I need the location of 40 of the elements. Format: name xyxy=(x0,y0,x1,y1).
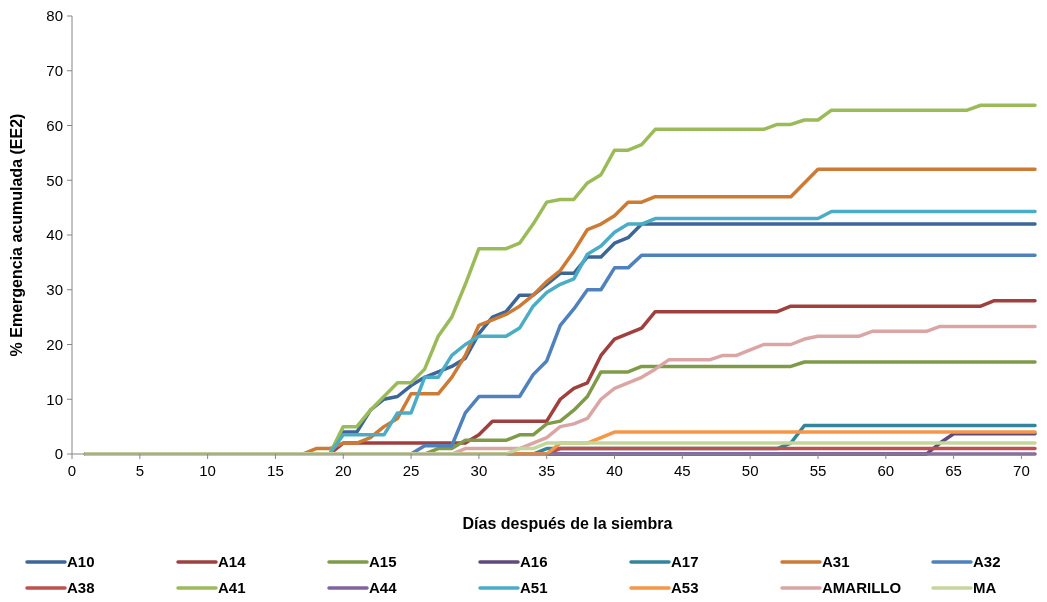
y-tick-label: 20 xyxy=(46,335,63,353)
legend-label: A38 xyxy=(67,579,95,597)
x-tick-label: 45 xyxy=(674,462,691,479)
legend-label: A10 xyxy=(67,553,95,571)
x-tick-label: 20 xyxy=(334,462,352,479)
x-tick-label: 65 xyxy=(945,462,962,479)
y-tick-label: 10 xyxy=(46,390,63,408)
x-tick-label: 15 xyxy=(267,462,284,479)
y-axis-title: % Emergencia acumulada (EE2) xyxy=(8,113,25,357)
legend-label: A15 xyxy=(369,553,397,571)
x-tick-label: 30 xyxy=(470,462,488,479)
x-tick-label: 60 xyxy=(877,462,895,479)
y-tick-label: 70 xyxy=(46,62,63,79)
legend-label: A44 xyxy=(369,579,398,597)
y-tick-label: 40 xyxy=(46,226,63,244)
x-tick-label: 5 xyxy=(135,462,144,479)
x-tick-label: 40 xyxy=(606,462,623,479)
y-tick-label: 80 xyxy=(46,7,63,25)
legend-label: A53 xyxy=(671,579,699,597)
x-axis-title: Días después de la siembra xyxy=(462,515,673,532)
x-tick-label: 0 xyxy=(67,462,77,479)
x-tick-label: 70 xyxy=(1013,462,1030,479)
legend-label: A17 xyxy=(671,553,699,571)
y-tick-label: 50 xyxy=(46,171,63,189)
x-tick-label: 25 xyxy=(402,462,420,479)
x-tick-label: 55 xyxy=(809,462,827,479)
x-tick-label: 10 xyxy=(199,462,216,479)
legend-label: A31 xyxy=(822,553,850,571)
legend-label: A14 xyxy=(218,553,247,571)
legend-label: A32 xyxy=(973,553,1001,571)
legend-label: A16 xyxy=(520,553,548,571)
x-tick-label: 50 xyxy=(741,462,759,479)
x-tick-label: 35 xyxy=(538,462,556,479)
legend-label: MA xyxy=(973,579,997,597)
legend-label: AMARILLO xyxy=(822,579,902,597)
y-tick-label: 30 xyxy=(46,281,63,298)
y-tick-label: 0 xyxy=(54,445,63,463)
legend-label: A51 xyxy=(520,579,548,597)
legend-label: A41 xyxy=(218,579,246,597)
y-tick-label: 60 xyxy=(46,116,63,134)
